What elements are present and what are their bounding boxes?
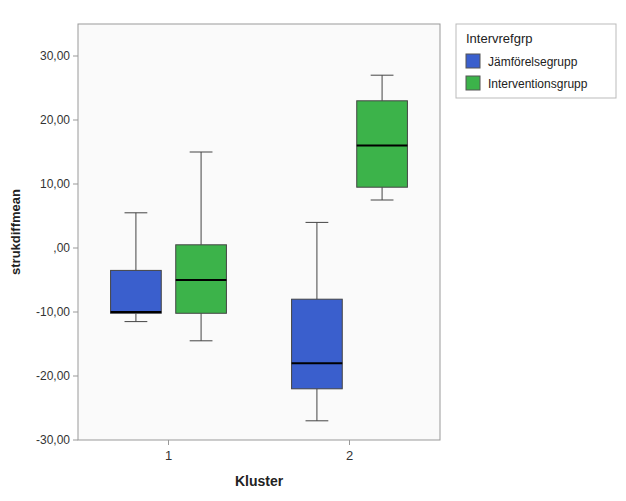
box [111,270,162,313]
tick-mark [168,440,169,445]
box [292,299,343,389]
tick-label: 1 [165,448,172,463]
tick-label: -10,00 [36,305,70,319]
tick-mark [73,376,78,377]
legend: Intervrefgrp Jämförelsegrupp Interventions… [456,24,616,98]
whisker-cap [306,222,329,223]
whisker-cap [125,321,148,322]
legend-swatch [466,76,480,90]
median [111,311,162,313]
box [357,101,408,187]
tick-mark [349,440,350,445]
boxes [111,75,408,421]
whisker [316,222,317,299]
tick-label: 20,00 [40,113,70,127]
tick-mark [73,56,78,57]
median [292,362,343,364]
tick-label: ,00 [53,241,70,255]
median [176,279,227,281]
tick-label: -20,00 [36,369,70,383]
legend-label: Interventionsgrupp [488,77,588,91]
legend-swatch [466,54,480,68]
y-axis-label: strukdiffmean [8,189,23,275]
tick-mark [73,248,78,249]
whisker-cap [371,200,394,201]
whisker [201,152,202,245]
whisker [316,389,317,421]
whisker [382,187,383,200]
whisker-cap [125,212,148,213]
whisker [382,75,383,101]
x-axis-label: Kluster [235,473,284,489]
whisker [201,313,202,341]
legend-frame [456,24,616,98]
tick-label: 2 [346,448,353,463]
tick-label: 30,00 [40,49,70,63]
chart: -30,00 -20,00 -10,00 ,00 10,00 20,00 30,00 1 2 Kl… [0,0,626,501]
box [176,245,227,313]
tick-mark [73,120,78,121]
whisker [135,213,136,271]
whisker-cap [190,340,213,341]
plot-frame [78,24,440,440]
tick-label: 10,00 [40,177,70,191]
whisker-cap [190,152,213,153]
whisker-cap [306,420,329,421]
legend-title: Intervrefgrp [466,31,532,46]
median [357,145,408,147]
tick-mark [73,440,78,441]
tick-mark [73,312,78,313]
tick-label: -30,00 [36,433,70,447]
legend-label: Jämförelsegrupp [488,55,578,69]
whisker [135,313,136,321]
whisker-cap [371,75,394,76]
tick-mark [73,184,78,185]
